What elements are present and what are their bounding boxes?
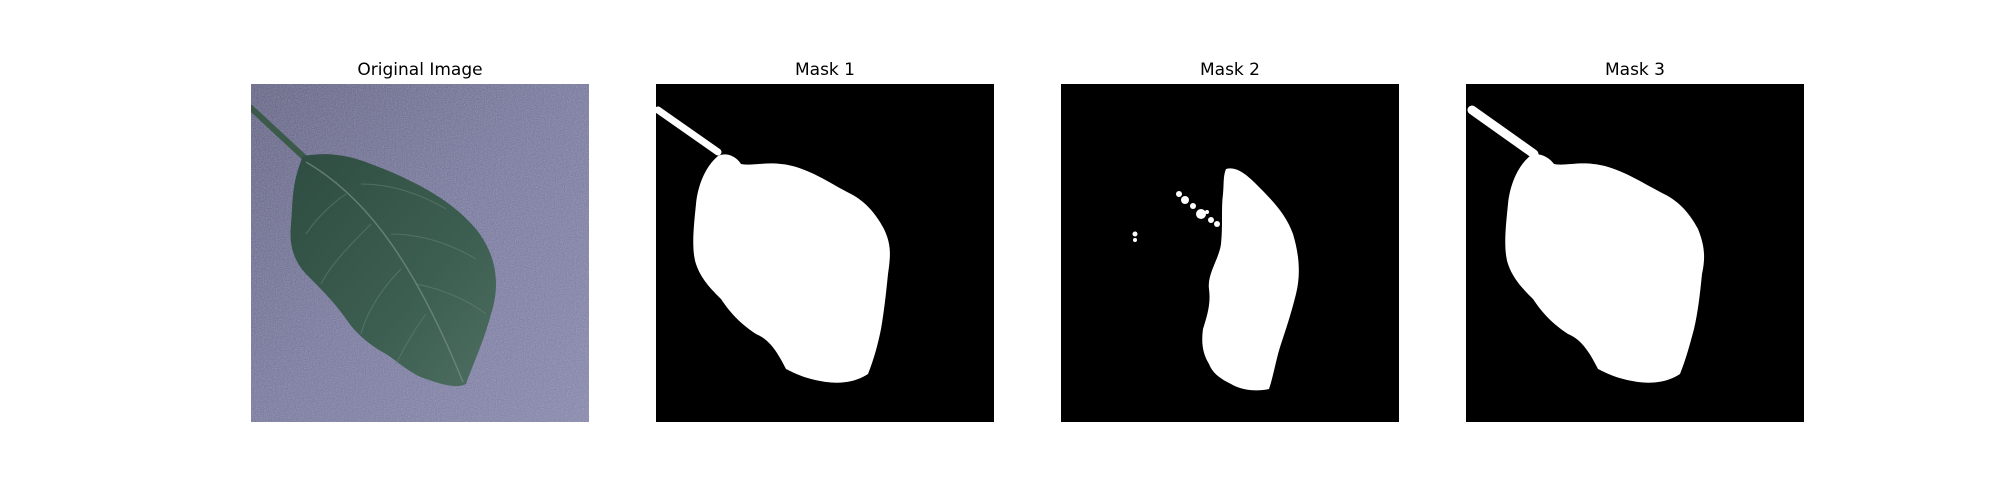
mask-region bbox=[693, 154, 890, 383]
mask-region bbox=[1505, 154, 1705, 383]
leaf-stem bbox=[251, 105, 309, 162]
leaf bbox=[290, 154, 496, 387]
panel-title-mask-2: Mask 2 bbox=[1199, 60, 1260, 80]
mask-speckles bbox=[1132, 191, 1220, 242]
panel-title-original-image: Original Image bbox=[357, 60, 483, 80]
mask-stem bbox=[1467, 105, 1539, 159]
panel-title-mask-1: Mask 1 bbox=[794, 60, 855, 80]
panel-title-mask-3: Mask 3 bbox=[1604, 60, 1665, 80]
mask-3-image bbox=[1466, 84, 1804, 422]
mask-1-image bbox=[656, 84, 994, 422]
mask-2-image bbox=[1061, 84, 1399, 422]
mask-region bbox=[1202, 168, 1299, 391]
mask-stem bbox=[656, 106, 722, 156]
leaf-midrib bbox=[305, 161, 464, 383]
original-image bbox=[251, 84, 589, 422]
